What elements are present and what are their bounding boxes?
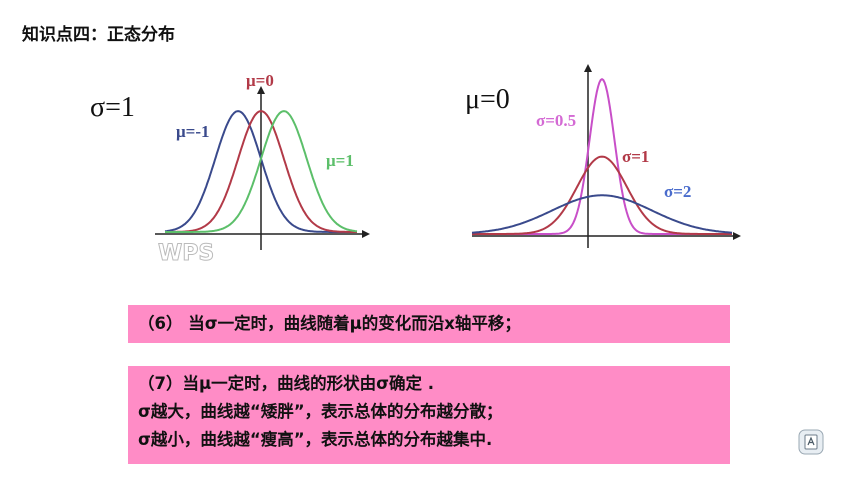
- left-plot-heading: σ=1: [90, 92, 135, 123]
- curve-label-sigma-1: σ=1: [622, 147, 649, 166]
- page-title: 知识点四：正态分布: [22, 25, 175, 45]
- right-plot-heading: μ=0: [465, 84, 510, 115]
- left-x-axis-arrow: [362, 230, 370, 238]
- right-x-axis-arrow: [733, 232, 741, 240]
- right-y-axis-arrow: [584, 64, 592, 72]
- right-curve-2: [471, 194, 733, 234]
- wps-watermark: WPS: [158, 241, 214, 266]
- left-curve-1: [165, 110, 357, 233]
- property-7-line-2: σ越大，曲线越“矮胖”，表示总体的分布越分散；: [138, 402, 503, 421]
- property-7-box: （7）当μ一定时，曲线的形状由σ确定 . σ越大，曲线越“矮胖”，表示总体的分布…: [128, 366, 730, 464]
- curve-label-mu-neg1: μ=-1: [176, 122, 210, 141]
- slide-nav-icon[interactable]: [797, 428, 825, 456]
- curve-label-mu-1: μ=1: [326, 151, 354, 170]
- curve-label-mu-0: μ=0: [246, 71, 274, 90]
- curve-label-sigma-0-5: σ=0.5: [536, 111, 576, 130]
- property-7-line-3: σ越小，曲线越“瘦高”，表示总体的分布越集中.: [138, 430, 493, 449]
- left-y-axis-arrow: [257, 86, 265, 94]
- curve-label-sigma-2: σ=2: [664, 182, 691, 201]
- property-6-box: （6） 当σ一定时，曲线随着μ的变化而沿x轴平移；: [128, 305, 730, 343]
- left-curve-2: [165, 110, 358, 233]
- property-7-line-1: （7）当μ一定时，曲线的形状由σ确定 .: [138, 374, 434, 393]
- right-curve-1: [472, 155, 732, 235]
